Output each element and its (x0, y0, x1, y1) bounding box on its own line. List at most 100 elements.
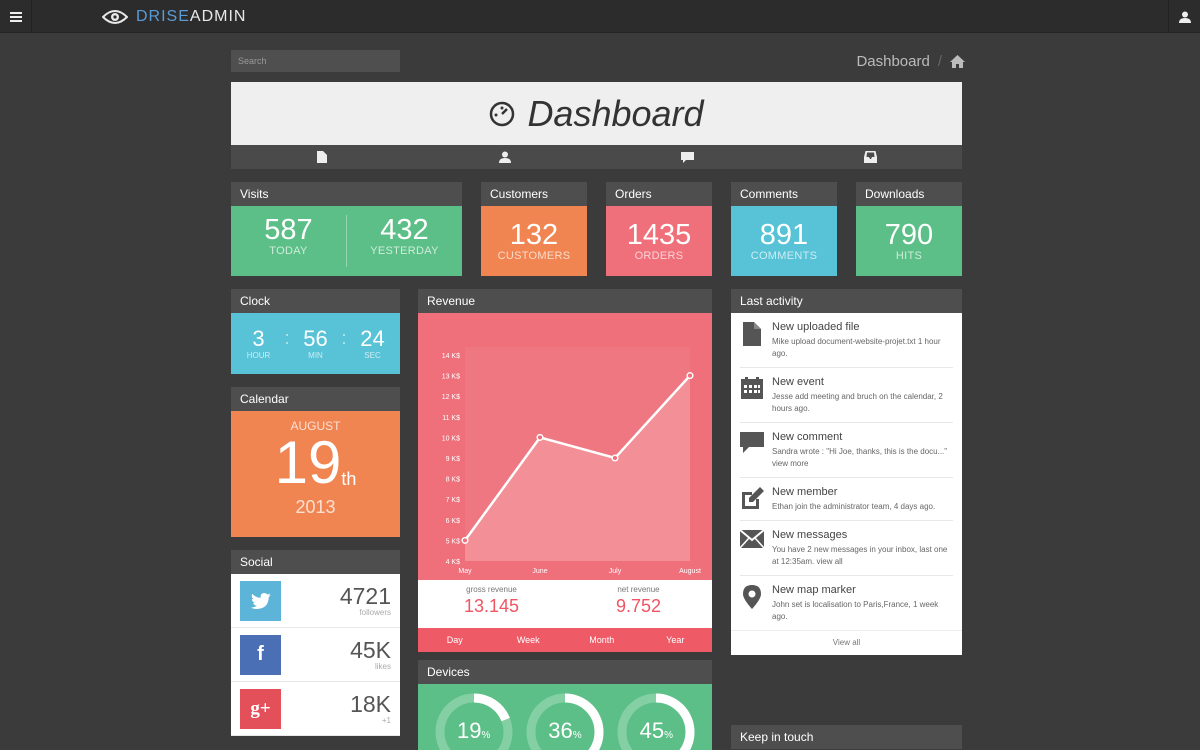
x-tick-label: June (532, 568, 547, 575)
eye-icon (102, 10, 128, 24)
social-row-twitter[interactable]: 4721 followers (231, 574, 400, 628)
y-tick-label: 11 K$ (442, 415, 460, 422)
menu-button[interactable] (0, 0, 32, 33)
activity-item[interactable]: New comment Sandra wrote : "Hi Joe, thank… (740, 423, 953, 478)
keep-in-touch-widget: Keep in touch (731, 725, 962, 749)
map-marker-icon (743, 585, 761, 609)
activity-title-text: New map marker (772, 584, 856, 596)
series-line (463, 374, 691, 542)
plot-area (465, 347, 690, 561)
device-value: 45 (639, 718, 665, 743)
clock-minute: 56 (303, 326, 328, 351)
device-unit: % (572, 730, 582, 741)
calendar-title: Calendar (231, 387, 400, 411)
page-title: Dashboard (527, 92, 704, 134)
devices-widget: Devices 19% 36% 45% (418, 660, 712, 750)
clock-second: 24 (360, 326, 385, 351)
customers-label: CUSTOMERS (497, 250, 571, 262)
donut-arc (435, 693, 513, 750)
home-icon[interactable] (950, 54, 965, 68)
activity-title: Last activity (731, 289, 962, 313)
net-revenue-value: 9.752 (615, 596, 662, 616)
activity-item[interactable]: New map marker John set is localisation t… (740, 576, 953, 630)
y-tick-label: 13 K$ (442, 374, 460, 381)
downloads-card: Downloads 790 HITS (856, 182, 962, 276)
google-plus-icon: g+ (240, 688, 281, 729)
logo-text-primary: DRISE (136, 8, 190, 25)
activity-item[interactable]: New uploaded file Mike upload document-we… (740, 313, 953, 368)
activity-title-text: New messages (772, 529, 848, 541)
user-icon (499, 151, 512, 163)
tab-week[interactable]: Week (516, 635, 540, 645)
social-title: Social (231, 550, 400, 574)
gross-revenue-label: gross revenue (466, 585, 517, 594)
calendar-day: 19 (274, 429, 342, 496)
user-menu-button[interactable] (1168, 0, 1200, 33)
activity-desc: John set is localisation to Paris,France… (772, 600, 939, 621)
x-tick-label: August (679, 568, 701, 575)
revenue-period-tabs: Day Week Month Year (418, 628, 712, 652)
tab-comments[interactable] (597, 145, 780, 169)
devices-title: Devices (418, 660, 712, 684)
device-value: 36 (548, 718, 573, 743)
device-donut: 36% (525, 692, 605, 750)
view-all-link[interactable]: View all (731, 630, 962, 655)
calendar-icon (741, 377, 763, 399)
tab-year[interactable]: Year (666, 635, 685, 645)
social-row-google-plus[interactable]: g+ 18K +1 (231, 682, 400, 736)
downloads-title: Downloads (856, 182, 962, 206)
google-plus-count: 18K (350, 691, 391, 717)
facebook-label: likes (374, 662, 391, 671)
tab-users[interactable] (414, 145, 597, 169)
orders-value: 1435 (626, 219, 692, 251)
visits-title: Visits (231, 182, 462, 206)
clock-second-label: SEC (364, 351, 381, 360)
y-tick-label: 10 K$ (442, 435, 460, 442)
data-point[interactable] (536, 433, 544, 441)
device-value: 19 (456, 718, 482, 743)
search-input[interactable] (231, 50, 400, 72)
series-area (465, 375, 690, 561)
activity-title-text: New member (772, 486, 838, 498)
x-tick-label: May (458, 568, 472, 575)
y-tick-label: 14 K$ (442, 353, 460, 360)
page-header: Dashboard (231, 82, 962, 145)
revenue-widget: Revenue 4 K$ 5 K$ 6 K$ 7 K$ 8 K$ 9 K$ 10 K$ 11 … (418, 289, 712, 652)
customers-value: 132 (509, 219, 559, 251)
customers-title: Customers (481, 182, 587, 206)
social-row-facebook[interactable]: f 45K likes (231, 628, 400, 682)
data-point[interactable] (461, 536, 469, 544)
data-point[interactable] (611, 454, 619, 462)
dashboard-gauge-icon (490, 101, 515, 126)
tab-day[interactable]: Day (446, 635, 463, 645)
comment-icon (740, 432, 764, 453)
device-donut: 19% (434, 692, 514, 750)
orders-title: Orders (606, 182, 712, 206)
logo[interactable]: DRISEADMIN (102, 6, 246, 28)
comments-value: 891 (759, 219, 809, 251)
tab-inbox[interactable] (779, 145, 962, 169)
data-point[interactable] (686, 372, 694, 380)
file-icon (743, 322, 761, 346)
activity-item[interactable]: New event Jesse add meeting and bruch on … (740, 368, 953, 423)
device-unit: % (664, 730, 673, 741)
donut-arc (526, 693, 604, 750)
visits-yesterday-label: YESTERDAY (370, 245, 439, 257)
tab-month[interactable]: Month (589, 635, 615, 645)
clock-minute-label: MIN (308, 351, 323, 360)
file-icon (317, 151, 328, 163)
keep-in-touch-title: Keep in touch (731, 725, 962, 749)
y-tick-label: 9 K$ (446, 456, 461, 463)
revenue-chart: 4 K$ 5 K$ 6 K$ 7 K$ 8 K$ 9 K$ 10 K$ 11 K$ 12 K$ 1… (442, 347, 701, 575)
activity-item[interactable]: New member Ethan join the administrator t… (740, 478, 953, 521)
facebook-count: 45K (350, 637, 391, 663)
activity-item[interactable]: New messages You have 2 new messages in y… (740, 521, 953, 576)
logo-text-secondary: ADMIN (189, 8, 247, 25)
twitter-icon (240, 580, 281, 621)
breadcrumb-current[interactable]: Dashboard (856, 52, 930, 70)
tab-files[interactable] (231, 145, 414, 169)
gross-revenue-value: 13.145 (463, 596, 520, 616)
clock-separator: : (341, 328, 347, 348)
hamburger-icon (9, 11, 22, 22)
social-widget: Social 4721 followers f 45K likes g+ 18K +1 (231, 550, 400, 736)
